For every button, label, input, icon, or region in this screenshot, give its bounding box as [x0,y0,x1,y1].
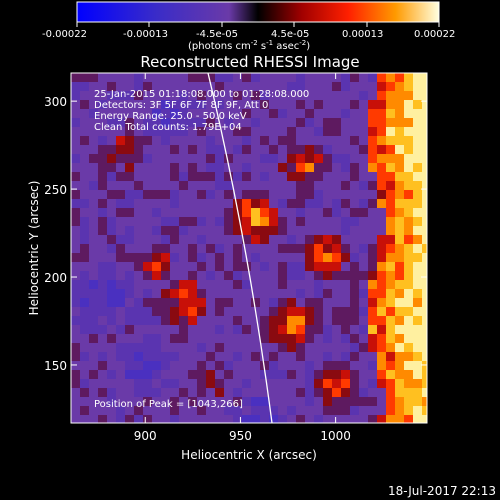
x-tick-label: 900 [134,429,157,443]
colorbar-tick-label: -0.00013 [123,29,168,40]
x-axis-label: Heliocentric X (arcsec) [181,448,317,462]
colorbar-labels: -0.00022 -0.00013 -4.5e-05 4.5e-05 0.000… [42,29,455,40]
plot-frame [70,72,428,424]
solar-limb-line [207,73,273,423]
colorbar-tick-label: 4.5e-05 [271,29,309,40]
y-axis: 300 250 200 150 [44,95,427,373]
plot-title: Reconstructed RHESSI Image [140,53,359,71]
x-axis: 900 950 1000 [134,73,351,443]
info-line: Energy Range: 25.0 - 50.0 keV [94,111,247,122]
y-tick-label: 200 [44,271,67,285]
info-line: Clean Total counts: 1.79E+04 [94,122,242,133]
colorbar-unit: (photons cm-2 s-1 asec-2) [188,39,310,52]
x-tick-label: 950 [229,429,252,443]
info-line: 25-Jan-2015 01:18:08.000 to 01:28:08.000 [94,89,309,100]
y-tick-label: 150 [44,359,67,373]
solar-image [71,73,427,423]
peak-position: Position of Peak = [1043,266] [94,399,243,410]
y-tick-label: 250 [44,183,67,197]
colorbar-tick-label: 0.00013 [342,29,383,40]
colorbar-tick-label: -4.5e-05 [196,29,238,40]
colorbar-tick-label: 0.00022 [414,29,455,40]
colorbar-tick-label: -0.00022 [42,29,87,40]
colorbar-ticks [76,22,440,27]
colorbar [76,1,440,23]
x-tick-label: 1000 [320,429,351,443]
info-line: Detectors: 3F 5F 6F 7F 8F 9F, Att 0 [94,100,268,111]
observation-info: 25-Jan-2015 01:18:08.000 to 01:28:08.000… [94,89,309,133]
y-axis-label: Heliocentric Y (arcsec) [27,181,41,316]
plot-timestamp: 18-Jul-2017 22:13 [388,484,496,498]
y-tick-label: 300 [44,95,67,109]
